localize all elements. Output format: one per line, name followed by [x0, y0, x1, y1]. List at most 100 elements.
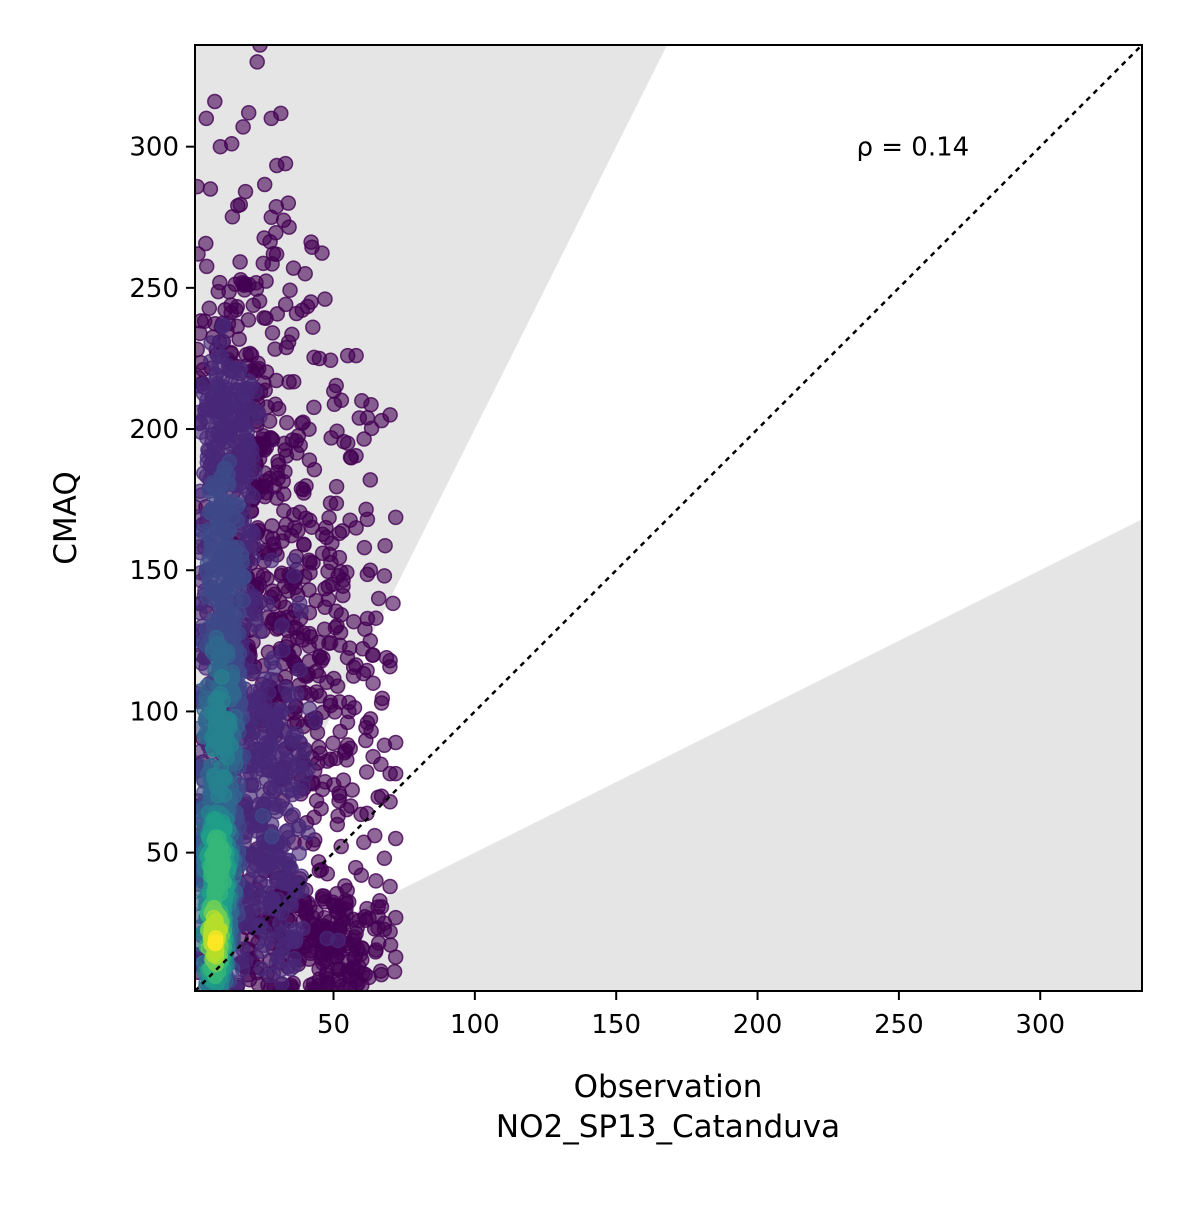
data-point [302, 899, 318, 915]
data-point [277, 442, 293, 458]
data-point [270, 400, 287, 417]
data-point [320, 976, 337, 991]
data-point [386, 963, 403, 980]
data-point [257, 878, 273, 894]
data-point [329, 885, 345, 902]
data-point [264, 325, 281, 341]
data-point [339, 649, 356, 666]
data-point [358, 501, 374, 518]
data-point [242, 916, 259, 933]
data-point [292, 504, 308, 520]
data-point [305, 319, 321, 335]
data-point [378, 649, 395, 666]
data-point [277, 155, 294, 172]
data-point [387, 830, 404, 847]
data-point [319, 930, 335, 947]
data-point [195, 313, 209, 329]
data-point [330, 904, 346, 921]
data-point [329, 816, 346, 833]
data-point [320, 578, 337, 595]
data-point [382, 937, 399, 953]
data-point [269, 949, 286, 965]
data-point [296, 537, 312, 553]
data-point [257, 923, 274, 940]
data-point [285, 732, 302, 749]
data-point [274, 617, 290, 634]
data-point [254, 943, 270, 960]
data-point [248, 857, 265, 874]
y-axis-label: CMAQ [48, 471, 84, 564]
data-point [368, 873, 384, 889]
data-point [249, 54, 265, 70]
data-point [249, 843, 265, 860]
data-point [317, 894, 333, 910]
data-point [363, 420, 380, 437]
data-point [344, 782, 360, 798]
data-point [358, 732, 374, 749]
data-point [347, 859, 364, 876]
data-point [237, 183, 254, 200]
data-point [249, 403, 266, 420]
scatter-points [195, 45, 404, 991]
data-point [246, 777, 262, 794]
data-point [301, 582, 317, 598]
y-tick-label: 300 [129, 133, 179, 163]
data-point [362, 562, 379, 578]
data-point [387, 509, 404, 526]
data-point [264, 828, 280, 845]
data-point [353, 806, 369, 823]
data-point [213, 598, 229, 615]
data-point [254, 807, 271, 824]
data-point [303, 294, 319, 310]
data-point [332, 723, 348, 740]
data-point [258, 772, 275, 788]
data-point [317, 599, 333, 616]
data-point [229, 299, 246, 315]
data-point [306, 399, 322, 416]
data-point [382, 407, 398, 423]
data-point [213, 419, 230, 435]
x-axis-ticks: 50 100 150 200 250 300 [317, 991, 1065, 1040]
data-point [244, 488, 261, 504]
x-tick-label: 100 [450, 1010, 500, 1040]
data-point [286, 950, 302, 967]
data-point [339, 435, 356, 451]
data-point [382, 794, 398, 810]
plot-frame [194, 44, 1143, 992]
data-point [323, 430, 339, 446]
data-point [321, 546, 338, 563]
data-point [327, 704, 343, 720]
data-point [335, 587, 351, 604]
data-point [223, 136, 240, 152]
data-point [277, 296, 294, 313]
data-point [255, 255, 272, 272]
data-point [312, 648, 328, 664]
data-point [322, 751, 339, 768]
data-point [232, 254, 248, 270]
data-point [263, 671, 279, 688]
data-point [291, 595, 308, 612]
data-point [219, 521, 235, 537]
data-point [362, 472, 379, 488]
data-point [358, 764, 375, 780]
tolerance-band-1 [197, 519, 1142, 991]
data-point [263, 552, 280, 569]
data-point [198, 110, 215, 127]
x-axis-sublabel: NO2_SP13_Catanduva [496, 1109, 840, 1145]
data-point [321, 635, 337, 652]
data-point [249, 749, 265, 765]
y-axis-ticks: 50 100 150 200 250 300 [129, 133, 195, 869]
data-point [328, 495, 345, 512]
data-point [367, 827, 383, 844]
data-point [279, 414, 295, 431]
data-point [359, 610, 376, 627]
data-point [231, 331, 247, 347]
data-point [271, 713, 288, 729]
data-point [345, 613, 362, 630]
data-point [354, 393, 370, 409]
data-point [376, 568, 393, 584]
data-point [304, 519, 320, 535]
x-tick-label: 250 [874, 1010, 924, 1040]
data-point [304, 981, 321, 991]
